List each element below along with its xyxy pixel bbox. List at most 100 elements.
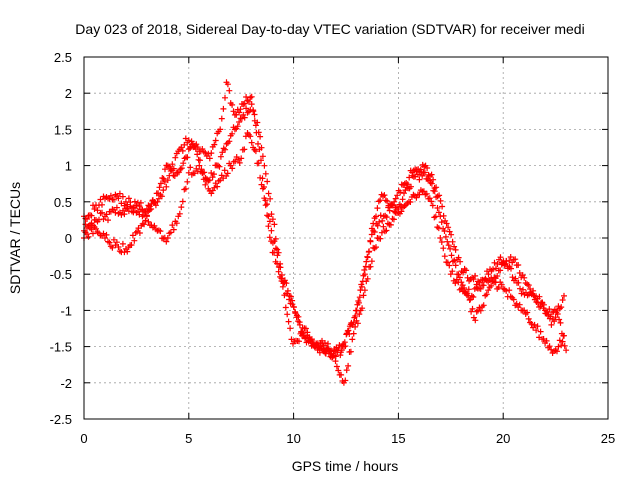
data-point-interpolated bbox=[103, 231, 110, 238]
data-point-interpolated bbox=[180, 160, 187, 167]
data-point-interpolated bbox=[451, 243, 458, 250]
data-point-interpolated bbox=[556, 337, 563, 344]
data-point-interpolated bbox=[551, 318, 558, 325]
data-point-interpolated bbox=[222, 146, 229, 153]
data-point-interpolated bbox=[352, 307, 359, 314]
data-point-interpolated bbox=[477, 285, 484, 292]
data-point-interpolated bbox=[390, 216, 397, 223]
data-point-interpolated bbox=[491, 259, 498, 266]
data-point-interpolated bbox=[226, 87, 233, 94]
data-point-interpolated bbox=[275, 249, 282, 256]
data-point-interpolated bbox=[241, 100, 248, 107]
data-point-interpolated bbox=[374, 222, 381, 229]
data-point-interpolated bbox=[485, 287, 492, 294]
data-point-interpolated bbox=[337, 349, 344, 356]
data-point-interpolated bbox=[322, 350, 329, 357]
data-point-interpolated bbox=[421, 169, 428, 176]
data-point-interpolated bbox=[452, 262, 459, 269]
data-point bbox=[531, 321, 538, 328]
data-point-interpolated bbox=[444, 238, 451, 245]
data-point-interpolated bbox=[151, 222, 158, 229]
data-point-interpolated bbox=[419, 172, 426, 179]
data-point-interpolated bbox=[407, 199, 414, 205]
data-point-interpolated bbox=[501, 286, 508, 293]
data-point bbox=[217, 126, 224, 133]
data-point-interpolated bbox=[109, 244, 116, 251]
data-point-interpolated bbox=[269, 216, 276, 223]
data-point bbox=[164, 162, 171, 169]
data-point-interpolated bbox=[163, 238, 170, 245]
data-point-interpolated bbox=[457, 258, 464, 265]
data-point-interpolated bbox=[250, 107, 257, 114]
data-point bbox=[148, 206, 155, 212]
data-point-interpolated bbox=[93, 225, 99, 232]
data-point-interpolated bbox=[257, 174, 264, 181]
data-point-interpolated bbox=[324, 345, 331, 352]
data-point-interpolated bbox=[247, 94, 254, 101]
y-tick-label: 1 bbox=[65, 159, 72, 174]
data-point-interpolated bbox=[331, 348, 338, 355]
data-point-interpolated bbox=[378, 229, 385, 236]
data-point-interpolated bbox=[456, 274, 463, 281]
data-point-interpolated bbox=[561, 342, 568, 349]
data-point-interpolated bbox=[202, 149, 209, 156]
y-tick-label: -2.5 bbox=[50, 412, 72, 427]
data-point-interpolated bbox=[105, 217, 111, 224]
data-point-interpolated bbox=[384, 198, 391, 205]
data-point-interpolated bbox=[435, 225, 442, 232]
data-point-interpolated bbox=[391, 208, 398, 215]
data-point-interpolated bbox=[417, 166, 424, 173]
x-tick-label: 5 bbox=[185, 431, 192, 446]
data-point-interpolated bbox=[212, 137, 219, 144]
data-point-interpolated bbox=[434, 224, 441, 231]
data-point-interpolated bbox=[131, 198, 138, 205]
data-point-interpolated bbox=[169, 161, 176, 168]
data-point-interpolated bbox=[192, 146, 199, 152]
data-point bbox=[290, 303, 297, 310]
data-point-interpolated bbox=[194, 151, 201, 158]
data-point-interpolated bbox=[345, 327, 352, 334]
data-point-interpolated bbox=[518, 290, 525, 297]
data-point-interpolated bbox=[229, 165, 236, 172]
data-point-interpolated bbox=[216, 163, 223, 170]
data-point bbox=[443, 220, 450, 227]
data-point bbox=[349, 336, 356, 343]
data-point-interpolated bbox=[159, 175, 166, 181]
y-tick-label: -1 bbox=[60, 303, 72, 318]
data-point-interpolated bbox=[438, 239, 445, 245]
data-point bbox=[479, 303, 486, 310]
data-point-interpolated bbox=[537, 328, 544, 335]
data-point-interpolated bbox=[115, 244, 122, 250]
data-point-interpolated bbox=[262, 202, 269, 209]
data-point-interpolated bbox=[221, 167, 228, 174]
data-point-interpolated bbox=[477, 307, 484, 314]
data-point-interpolated bbox=[181, 186, 188, 193]
data-point-interpolated bbox=[399, 196, 406, 203]
data-point-interpolated bbox=[446, 228, 453, 235]
data-point-interpolated bbox=[560, 332, 567, 339]
data-point-interpolated bbox=[513, 300, 520, 307]
data-point-interpolated bbox=[428, 171, 435, 178]
data-point bbox=[332, 358, 339, 365]
data-point-interpolated bbox=[262, 170, 269, 177]
data-point-interpolated bbox=[268, 238, 275, 245]
data-point-interpolated bbox=[160, 175, 167, 182]
data-point bbox=[561, 292, 567, 299]
data-point bbox=[416, 191, 423, 198]
data-point-interpolated bbox=[134, 228, 141, 235]
data-point-interpolated bbox=[90, 230, 96, 237]
data-point-interpolated bbox=[345, 362, 352, 369]
data-point-interpolated bbox=[116, 190, 123, 197]
data-point-interpolated bbox=[509, 274, 516, 281]
data-point-interpolated bbox=[357, 287, 364, 294]
data-point-interpolated bbox=[176, 210, 183, 217]
data-point-interpolated bbox=[258, 181, 265, 188]
data-point-interpolated bbox=[299, 324, 306, 331]
data-point-interpolated bbox=[442, 233, 449, 240]
data-point bbox=[370, 220, 377, 227]
data-point-interpolated bbox=[430, 176, 437, 183]
data-point-interpolated bbox=[435, 209, 442, 216]
data-point-interpolated bbox=[208, 170, 215, 176]
series-1 bbox=[81, 130, 567, 386]
data-point-interpolated bbox=[350, 330, 357, 337]
